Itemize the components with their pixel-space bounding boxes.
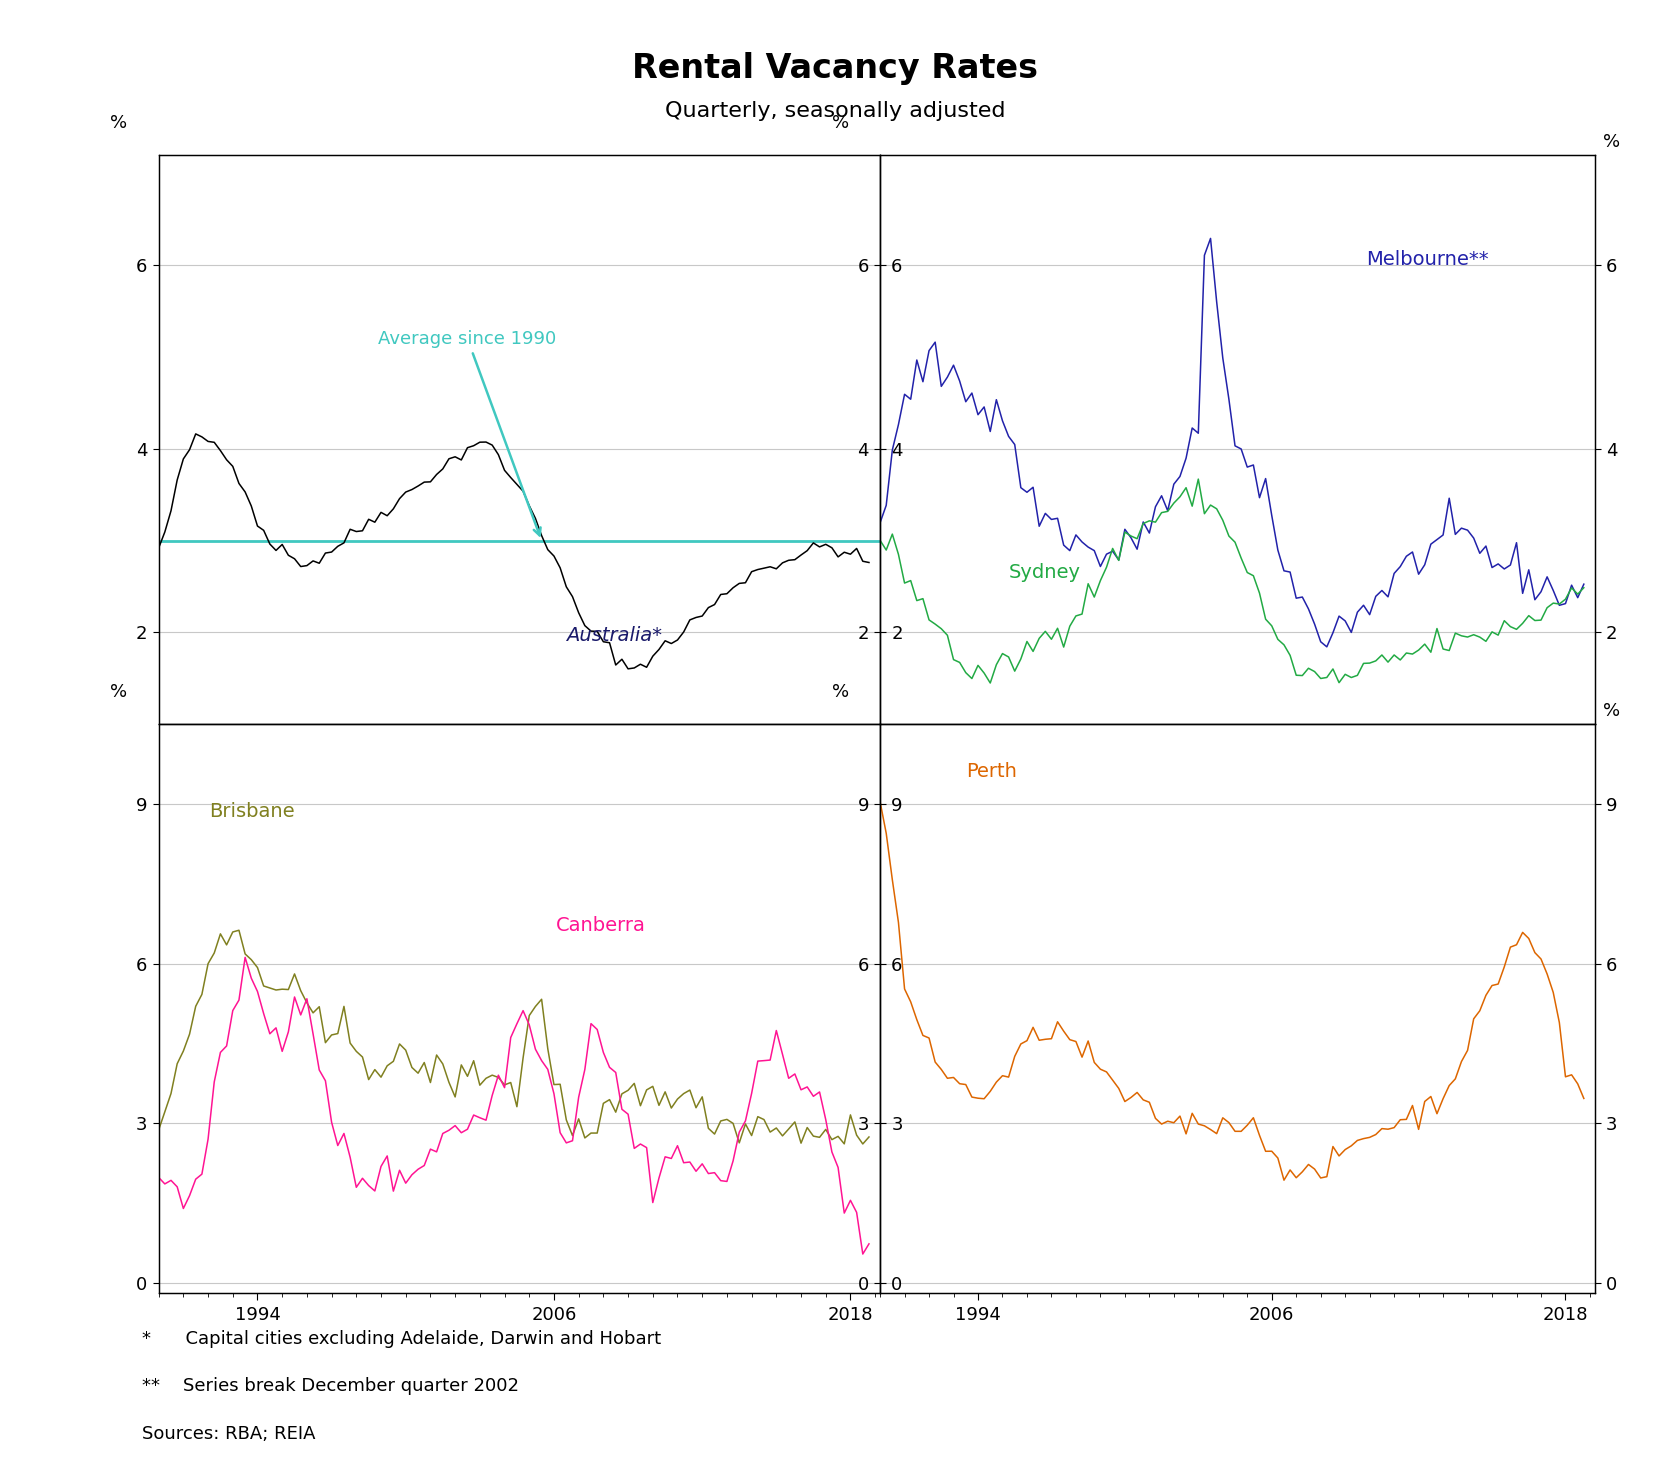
Text: Rental Vacancy Rates: Rental Vacancy Rates bbox=[631, 52, 1039, 84]
Text: **    Series break December quarter 2002: ** Series break December quarter 2002 bbox=[142, 1377, 519, 1395]
Text: Melbourne**: Melbourne** bbox=[1366, 250, 1488, 269]
Text: Sydney: Sydney bbox=[1009, 563, 1080, 582]
Text: *      Capital cities excluding Adelaide, Darwin and Hobart: * Capital cities excluding Adelaide, Dar… bbox=[142, 1330, 661, 1348]
Text: Canberra: Canberra bbox=[556, 916, 645, 934]
Text: Sources: RBA; REIA: Sources: RBA; REIA bbox=[142, 1425, 316, 1443]
Text: Perth: Perth bbox=[965, 763, 1017, 780]
Text: %: % bbox=[1603, 702, 1620, 720]
Text: Average since 1990: Average since 1990 bbox=[379, 330, 556, 535]
Text: Quarterly, seasonally adjusted: Quarterly, seasonally adjusted bbox=[665, 101, 1005, 121]
Text: %: % bbox=[832, 683, 850, 702]
Text: %: % bbox=[832, 114, 850, 133]
Text: Brisbane: Brisbane bbox=[209, 803, 296, 820]
Text: %: % bbox=[110, 114, 127, 133]
Text: %: % bbox=[110, 683, 127, 702]
Text: %: % bbox=[1603, 133, 1620, 151]
Text: Australia*: Australia* bbox=[566, 625, 663, 644]
